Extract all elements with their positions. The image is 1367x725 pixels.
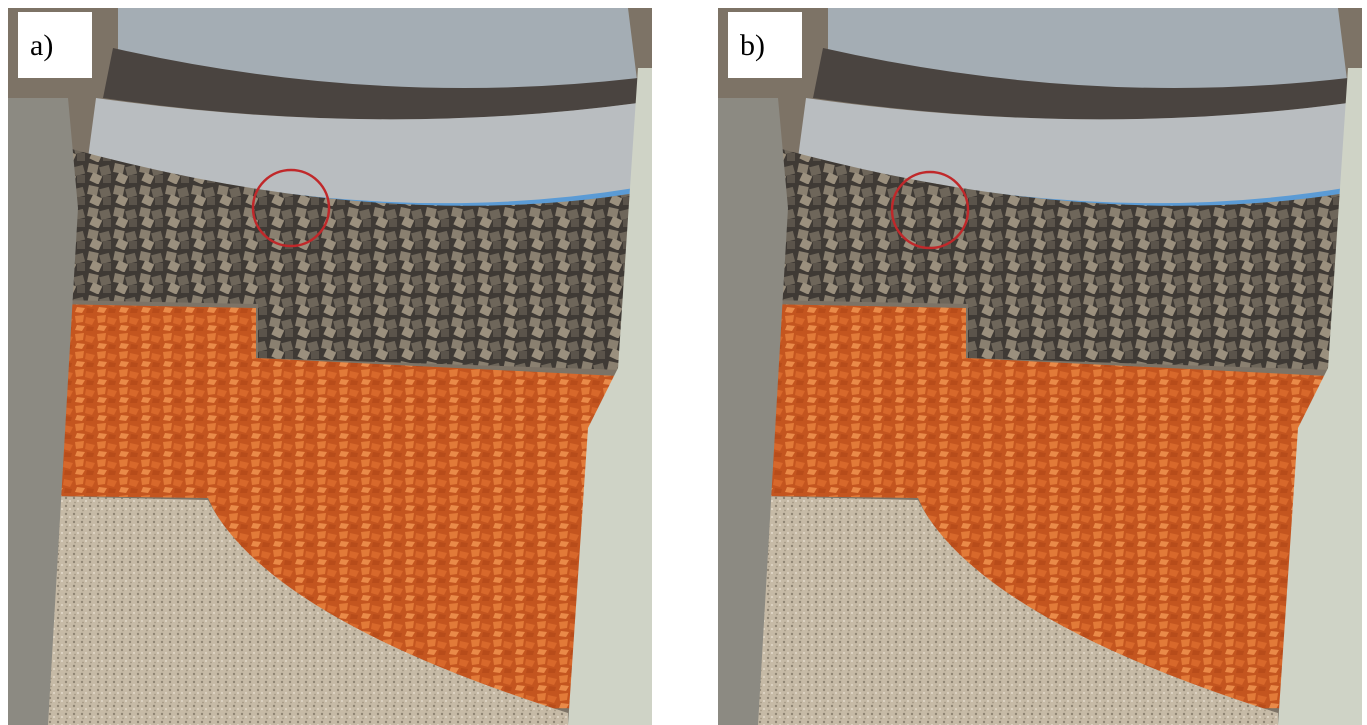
panel-label: a)	[30, 29, 53, 62]
photo-panel: b)	[718, 8, 1362, 725]
page: {"panels": [{"label": "a)"}, {"label": "…	[0, 0, 1367, 725]
figure: a) b)	[0, 0, 1367, 725]
photo-panel: a)	[8, 8, 652, 725]
panel-label: b)	[740, 29, 765, 62]
